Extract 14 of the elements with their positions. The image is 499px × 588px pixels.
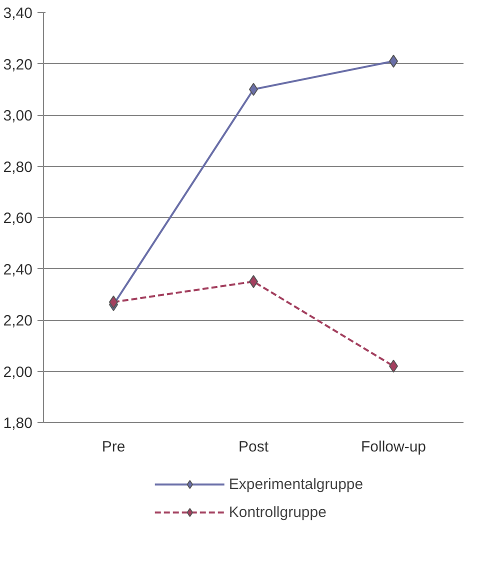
y-tick-label: 3,40	[3, 5, 33, 22]
legend-label: Kontrollgruppe	[228, 504, 326, 520]
y-tick-label: 1,80	[3, 415, 33, 432]
y-tick-label: 2,80	[3, 158, 33, 176]
y-tick-label: 2,20	[3, 312, 33, 330]
legend-label: Experimentalgruppe	[228, 476, 364, 492]
y-tick-label: 2,00	[3, 364, 33, 381]
y-tick-label: 3,00	[3, 108, 33, 124]
y-tick-label: 2,60	[3, 210, 33, 227]
y-tick-label: 2,40	[3, 261, 33, 278]
x-tick-label: Follow-up	[360, 438, 426, 456]
x-tick-label: Pre	[102, 438, 126, 456]
y-tick-label: 3,20	[3, 56, 33, 74]
x-tick-label: Post	[238, 438, 270, 456]
